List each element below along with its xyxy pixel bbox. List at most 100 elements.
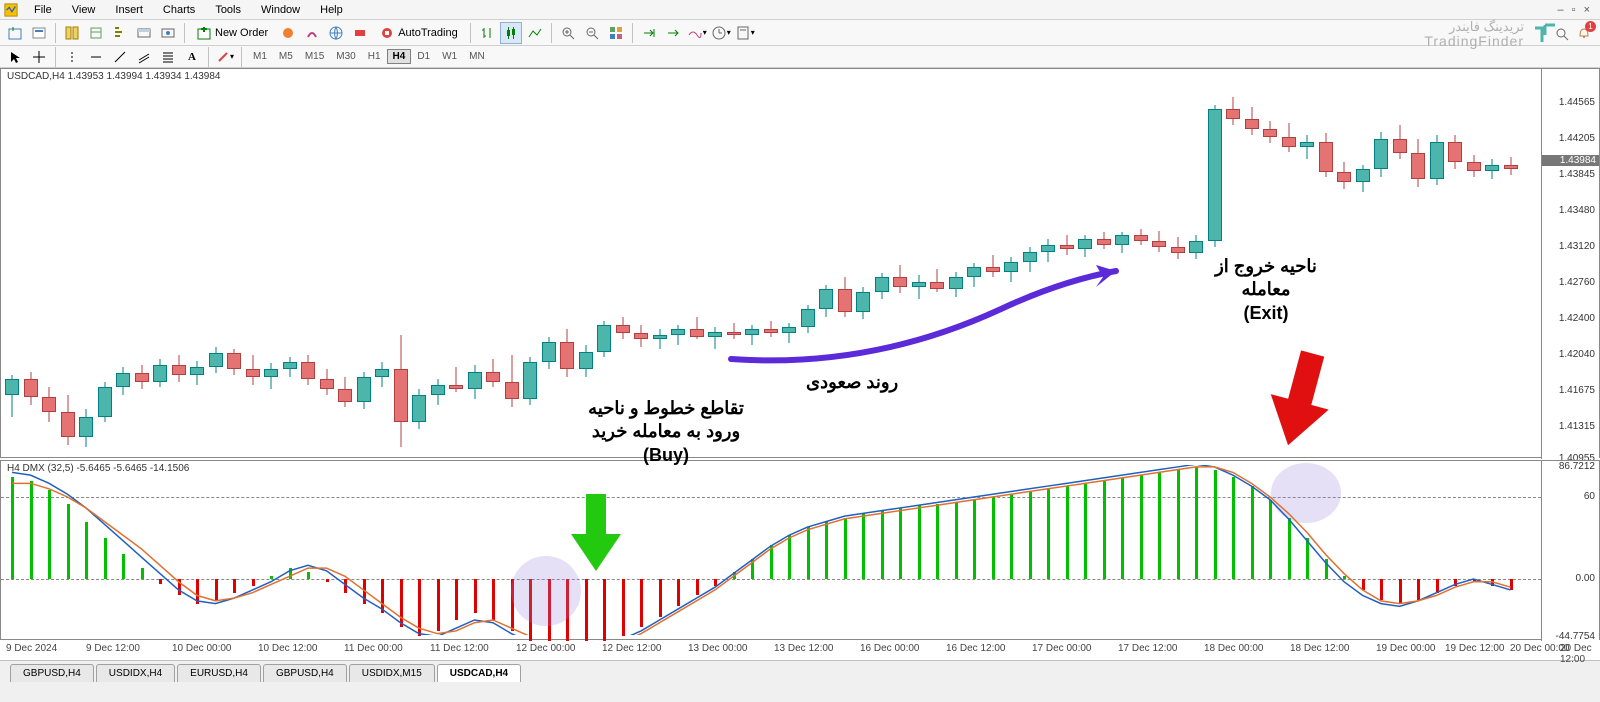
brand-logo: تریدینگ فایندر TradingFinder [1424,20,1560,50]
vline-button[interactable] [61,46,83,68]
time-label: 11 Dec 00:00 [344,643,403,654]
candle [542,77,556,455]
timeframe-MN[interactable]: MN [463,49,491,64]
fibo-button[interactable] [157,46,179,68]
chart-tab[interactable]: GBPUSD,H4 [10,664,94,682]
timeframe-H1[interactable]: H1 [362,49,387,64]
chart-tab[interactable]: EURUSD,H4 [177,664,261,682]
terminal-button[interactable] [133,22,155,44]
chart-tab[interactable]: USDCAD,H4 [437,664,521,682]
menu-insert[interactable]: Insert [105,2,153,18]
trend-annotation: روند صعودی [806,371,898,394]
navigator-button[interactable] [109,22,131,44]
candle [468,77,482,455]
timeframe-M1[interactable]: M1 [247,49,273,64]
channel-button[interactable] [133,46,155,68]
exit-arrow-icon [1261,347,1341,457]
chart-tab[interactable]: USDIDX,M15 [349,664,435,682]
bar-chart-button[interactable] [476,22,498,44]
price-level: 1.43480 [1559,205,1595,216]
candle [1430,77,1444,455]
candle [153,77,167,455]
exit-annotation: ناحیه خروج از معامله (Exit) [1186,255,1346,325]
maximize-icon[interactable]: ▫ [1572,4,1576,16]
crosshair-button[interactable] [28,46,50,68]
app-icon [4,3,18,17]
objects-button[interactable]: ▾ [214,46,236,68]
menu-window[interactable]: Window [251,2,310,18]
signals-button[interactable] [301,22,323,44]
candle [449,77,463,455]
globe-button[interactable] [325,22,347,44]
cursor-button[interactable] [4,46,26,68]
time-label: 12 Dec 12:00 [602,643,662,654]
candle [42,77,56,455]
menu-view[interactable]: View [62,2,106,18]
profiles-button[interactable] [28,22,50,44]
timeframe-M15[interactable]: M15 [299,49,330,64]
buy-annotation: تقاطع خطوط و ناحیه ورود به معامله خرید (… [566,397,766,467]
autotrading-button[interactable]: AutoTrading [373,22,465,44]
periodicity-button[interactable]: ▾ [710,22,732,44]
zoom-in-button[interactable] [557,22,579,44]
indicator-level: 60 [1584,491,1595,502]
buy-arrow-icon [561,489,631,579]
new-order-label: New Order [215,27,268,39]
chart-symbol-label: USDCAD,H4 1.43953 1.43994 1.43934 1.4398… [7,71,221,82]
close-icon[interactable]: × [1584,4,1590,16]
zoom-out-button[interactable] [581,22,603,44]
timeframe-H4[interactable]: H4 [387,49,412,64]
drawing-toolbar: A ▾ M1M5M15M30H1H4D1W1MN [0,46,1600,68]
main-toolbar: New Order AutoTrading ▾ ▾ ▾ تریدینگ فاین… [0,20,1600,46]
hline-button[interactable] [85,46,107,68]
candle [5,77,19,455]
indicator-panel[interactable]: H4 DMX (32,5) -5.6465 -5.6465 -14.1506 8… [0,460,1600,640]
timeframe-M5[interactable]: M5 [273,49,299,64]
candle [1393,77,1407,455]
chart-tab[interactable]: GBPUSD,H4 [263,664,347,682]
candle [431,77,445,455]
menu-tools[interactable]: Tools [205,2,251,18]
timeframe-W1[interactable]: W1 [436,49,463,64]
time-axis: 9 Dec 20249 Dec 12:0010 Dec 00:0010 Dec … [0,641,1600,659]
candle [116,77,130,455]
time-label: 13 Dec 00:00 [688,643,748,654]
time-label: 10 Dec 00:00 [172,643,232,654]
timeframe-M30[interactable]: M30 [330,49,361,64]
candle [135,77,149,455]
time-label: 18 Dec 12:00 [1290,643,1350,654]
candle [61,77,75,455]
notifications-button[interactable]: 1 [1576,24,1592,43]
trendline-button[interactable] [109,46,131,68]
metaquotes-button[interactable] [277,22,299,44]
tile-windows-button[interactable] [605,22,627,44]
auto-scroll-button[interactable] [662,22,684,44]
candlestick-button[interactable] [500,22,522,44]
line-chart-button[interactable] [524,22,546,44]
strategy-tester-button[interactable] [157,22,179,44]
search-icon[interactable] [1554,26,1570,42]
chart-tab[interactable]: USDIDX,H4 [96,664,175,682]
candle [301,77,315,455]
menu-file[interactable]: File [24,2,62,18]
price-level: 1.42760 [1559,277,1595,288]
data-window-button[interactable] [85,22,107,44]
market-watch-button[interactable] [61,22,83,44]
time-label: 18 Dec 00:00 [1204,643,1264,654]
indicators-button[interactable]: ▾ [686,22,708,44]
candle [1485,77,1499,455]
candle [172,77,186,455]
menu-help[interactable]: Help [310,2,353,18]
candle [1356,77,1370,455]
price-chart[interactable]: USDCAD,H4 1.43953 1.43994 1.43934 1.4398… [0,68,1600,458]
timeframe-D1[interactable]: D1 [411,49,436,64]
new-order-button[interactable]: New Order [190,22,275,44]
shift-end-button[interactable] [638,22,660,44]
new-chart-button[interactable] [4,22,26,44]
templates-button[interactable]: ▾ [734,22,756,44]
vps-button[interactable] [349,22,371,44]
menu-charts[interactable]: Charts [153,2,205,18]
text-button[interactable]: A [181,46,203,68]
candle [1374,77,1388,455]
minimize-icon[interactable]: – [1558,4,1564,16]
